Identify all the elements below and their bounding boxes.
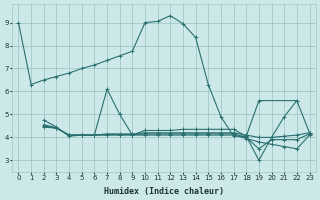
X-axis label: Humidex (Indice chaleur): Humidex (Indice chaleur) [104, 187, 224, 196]
